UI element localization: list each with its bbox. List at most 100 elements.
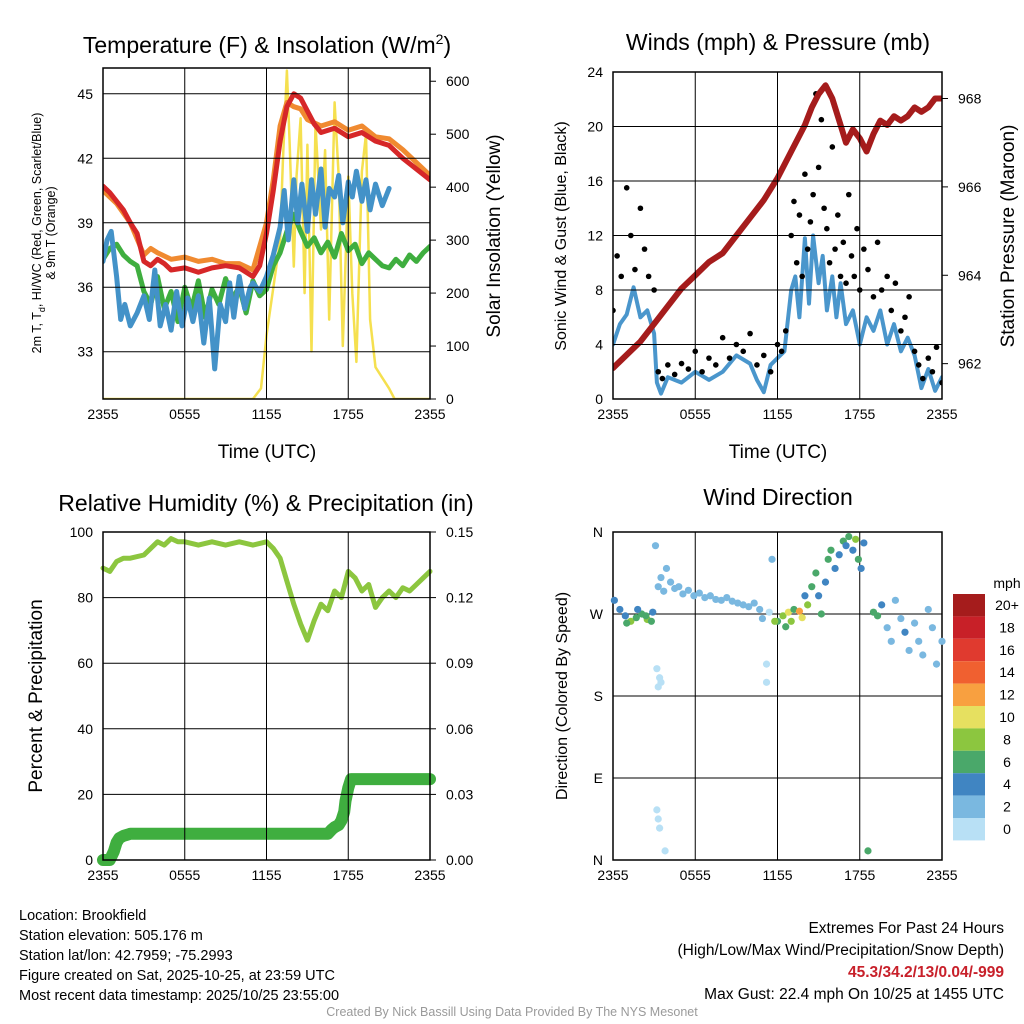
gust-point bbox=[641, 246, 648, 252]
y-label-part: , HI/WC (Red, Green, Scarlet/Blue) bbox=[30, 113, 44, 308]
direction-point bbox=[690, 592, 698, 600]
y-tick-label: 36 bbox=[77, 279, 93, 295]
gust-point bbox=[713, 362, 719, 368]
direction-point bbox=[817, 610, 825, 618]
gust-point bbox=[888, 307, 895, 314]
gust-point bbox=[902, 314, 908, 321]
x-tick-label: 2355 bbox=[414, 406, 445, 422]
gust-point bbox=[925, 355, 932, 361]
direction-point bbox=[762, 678, 771, 686]
gust-point bbox=[870, 294, 877, 300]
y2-tick-label: 0.09 bbox=[446, 655, 473, 671]
temperature-panel: Temperature (F) & Insolation (W/m2) 2355… bbox=[30, 31, 505, 463]
gust-point bbox=[854, 225, 860, 232]
x-tick-label: 2355 bbox=[926, 867, 957, 883]
direction-point bbox=[821, 578, 830, 586]
plot-frame bbox=[612, 531, 943, 861]
direction-point bbox=[712, 595, 720, 604]
direction-point bbox=[928, 624, 937, 632]
direction-point bbox=[849, 546, 857, 554]
extremes-subheading: (High/Low/Max Wind/Precipitation/Snow De… bbox=[677, 942, 1005, 959]
direction-point bbox=[723, 594, 731, 602]
x-tick-label: 1755 bbox=[844, 867, 875, 883]
gust-point bbox=[778, 348, 785, 355]
colorbar: 20+ 18 16 14 12 10 8 6 4 2 0 bbox=[953, 594, 1019, 841]
direction-point bbox=[642, 612, 650, 620]
colorbar-swatch bbox=[953, 661, 985, 684]
gust-point bbox=[807, 219, 814, 225]
direction-point bbox=[801, 592, 809, 600]
plot-frame bbox=[102, 531, 431, 861]
y2-tick-label: 100 bbox=[446, 338, 470, 354]
gust-point bbox=[851, 273, 858, 280]
colorbar-swatch bbox=[953, 706, 985, 729]
direction-point bbox=[621, 612, 629, 620]
gust-point bbox=[835, 212, 841, 218]
direction-point bbox=[910, 619, 919, 627]
x-tick-label: 1755 bbox=[844, 406, 875, 422]
direction-point bbox=[901, 628, 909, 636]
gust-point bbox=[829, 144, 836, 150]
x-tick-label: 2355 bbox=[926, 406, 957, 422]
wind-direction-panel: Wind Direction 2355 0555 1155 1755 2355NESWN… bbox=[554, 484, 1021, 883]
direction-point bbox=[739, 601, 747, 609]
gust-point bbox=[618, 273, 625, 280]
direction-point bbox=[795, 607, 804, 615]
direction-point bbox=[768, 555, 776, 563]
gust-point bbox=[747, 330, 753, 337]
colorbar-label: 16 bbox=[999, 642, 1015, 658]
colorbar-swatch bbox=[953, 638, 985, 662]
x-tick-label: 2355 bbox=[87, 406, 118, 422]
direction-point bbox=[860, 539, 868, 547]
direction-point bbox=[891, 596, 899, 604]
colorbar-label: 4 bbox=[1003, 776, 1011, 792]
y-axis-label-line2: & 9m T (Orange) bbox=[44, 186, 58, 279]
y-tick-label: 40 bbox=[77, 721, 93, 737]
recent-text: Most recent data timestamp: 2025/10/25 2… bbox=[19, 988, 340, 1004]
direction-point bbox=[647, 617, 655, 625]
gust-point bbox=[837, 273, 844, 280]
direction-point bbox=[632, 614, 640, 622]
title-end: ) bbox=[443, 32, 451, 58]
direction-point bbox=[750, 599, 758, 607]
direction-point bbox=[610, 596, 618, 604]
direction-point bbox=[660, 587, 668, 595]
gust-point bbox=[665, 362, 671, 368]
chart-title: Wind Direction bbox=[703, 484, 853, 510]
temperature-line bbox=[103, 91, 430, 279]
direction-point bbox=[651, 542, 660, 550]
location-text: Location: Brookfield bbox=[19, 908, 147, 924]
direction-point bbox=[790, 605, 798, 614]
direction-point bbox=[657, 678, 665, 686]
gust-point bbox=[726, 355, 733, 361]
gust-point bbox=[884, 273, 890, 280]
colorbar-label: 20+ bbox=[995, 597, 1019, 613]
colorbar-swatch bbox=[953, 594, 985, 617]
gust-point bbox=[848, 253, 855, 259]
gust-point bbox=[920, 375, 926, 382]
direction-point bbox=[679, 590, 687, 598]
direction-point bbox=[675, 583, 683, 591]
y-tick-label: 45 bbox=[77, 86, 93, 102]
gust-point bbox=[843, 280, 849, 286]
y-axis-label: Direction (Colored By Speed) bbox=[554, 592, 571, 800]
y-tick-label: S bbox=[594, 688, 603, 704]
gust-point bbox=[906, 294, 912, 300]
pressure-line bbox=[613, 82, 942, 372]
station-info: Location: Brookfield Station elevation: … bbox=[19, 906, 339, 1006]
y-tick-label: N bbox=[593, 524, 603, 540]
title-text: Temperature (F) & Insolation (W/m bbox=[83, 32, 436, 58]
y-tick-label: N bbox=[593, 852, 603, 868]
gust-point bbox=[699, 368, 705, 375]
direction-point bbox=[812, 569, 820, 577]
y-axis-label: Percent & Precipitation bbox=[26, 599, 47, 792]
y-tick-label: 4 bbox=[595, 337, 603, 353]
direction-point bbox=[779, 612, 787, 620]
gust-point bbox=[623, 185, 630, 191]
direction-point bbox=[649, 608, 657, 616]
direction-point bbox=[887, 637, 895, 645]
direction-point bbox=[824, 555, 832, 563]
gust-point bbox=[933, 344, 940, 351]
direction-point bbox=[897, 614, 905, 623]
y-tick-label: 0 bbox=[595, 391, 603, 407]
